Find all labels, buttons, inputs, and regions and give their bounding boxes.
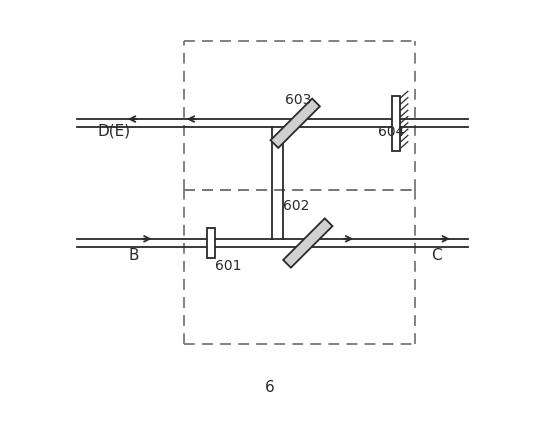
Text: D(E): D(E)	[98, 124, 131, 138]
Text: 601: 601	[214, 259, 241, 273]
Bar	[207, 228, 215, 258]
Bar	[392, 96, 400, 151]
Polygon shape	[283, 218, 333, 268]
Text: 604: 604	[379, 126, 405, 140]
Text: 603: 603	[285, 93, 311, 107]
Text: C: C	[431, 248, 441, 263]
Text: 6: 6	[265, 381, 275, 396]
Text: 602: 602	[282, 200, 309, 214]
Text: B: B	[128, 248, 139, 263]
Polygon shape	[271, 99, 320, 148]
